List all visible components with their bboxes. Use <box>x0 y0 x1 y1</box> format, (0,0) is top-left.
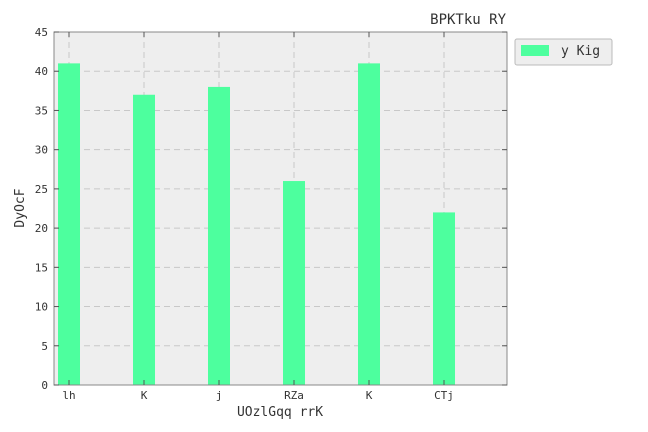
x-tick-label: j <box>216 389 223 402</box>
y-tick-label: 0 <box>41 379 48 392</box>
y-tick-label: 20 <box>35 222 48 235</box>
y-axis-label: DyOcF <box>13 188 28 227</box>
bar-0 <box>58 63 80 385</box>
y-tick-label: 45 <box>35 26 48 39</box>
y-tick-label: 15 <box>35 261 48 274</box>
y-tick-label: 5 <box>41 340 48 353</box>
bar-4 <box>358 63 380 385</box>
bar-3 <box>283 181 305 385</box>
x-tick-label: K <box>141 389 148 402</box>
y-tick-label: 25 <box>35 183 48 196</box>
x-axis-label: UOzlGqq rrK <box>237 405 323 420</box>
legend: y Kig <box>515 39 612 65</box>
y-tick-label: 30 <box>35 144 48 157</box>
x-tick-label: CTj <box>434 389 454 402</box>
legend-swatch <box>521 45 549 56</box>
bar-1 <box>133 95 155 385</box>
legend-label: y Kig <box>561 44 600 59</box>
x-tick-label: RZa <box>284 389 304 402</box>
y-tick-label: 10 <box>35 301 48 314</box>
x-tick-label: K <box>366 389 373 402</box>
y-tick-label: 40 <box>35 65 48 78</box>
bar-5 <box>433 212 455 385</box>
bar-2 <box>208 87 230 385</box>
chart-title: BPKTku RY <box>430 12 506 28</box>
x-tick-label: lh <box>62 389 75 402</box>
y-tick-label: 35 <box>35 104 48 117</box>
